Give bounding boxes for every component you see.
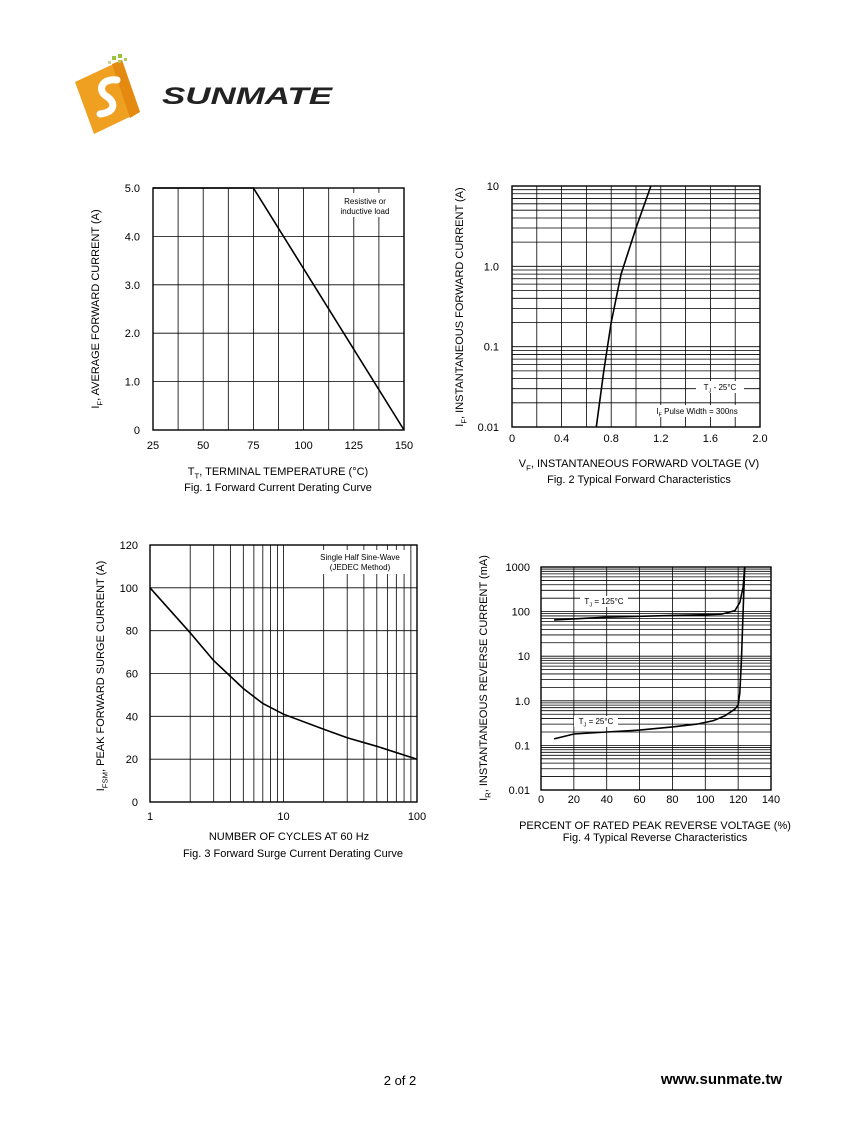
y-axis-label: IR, INSTANTANEOUS REVERSE CURRENT (mA) bbox=[478, 555, 492, 801]
series-line-2 bbox=[553, 566, 746, 740]
plot-frame bbox=[152, 187, 405, 431]
y-tick-label: 2.0 bbox=[125, 328, 140, 340]
plot-frame bbox=[149, 544, 418, 803]
x-tick-label: 10 bbox=[277, 811, 289, 823]
x-tick-label: 140 bbox=[762, 794, 780, 806]
y-tick-label: 40 bbox=[126, 711, 138, 723]
x-axis-label: PERCENT OF RATED PEAK REVERSE VOLTAGE (%… bbox=[519, 820, 791, 832]
page-number: 2 of 2 bbox=[383, 1073, 417, 1088]
y-tick-label: 0.01 bbox=[509, 785, 530, 797]
annotation-bg bbox=[332, 193, 398, 217]
x-tick-label: 50 bbox=[197, 440, 209, 452]
x-tick-label: 1 bbox=[147, 811, 153, 823]
y-tick-label: 100 bbox=[512, 607, 530, 619]
x-tick-label: 25 bbox=[147, 440, 159, 452]
x-tick-label: 0 bbox=[538, 794, 544, 806]
x-tick-label: 120 bbox=[729, 794, 747, 806]
y-axis-label: IF, AVERAGE FORWARD CURRENT (A) bbox=[90, 209, 104, 408]
y-tick-label: 0.01 bbox=[478, 422, 499, 434]
y-tick-label: 0 bbox=[134, 425, 140, 437]
series-label-1: TJ = 125°C bbox=[584, 597, 623, 608]
x-tick-label: 1.2 bbox=[653, 433, 668, 445]
y-tick-label: 60 bbox=[126, 669, 138, 681]
y-tick-label: 1000 bbox=[506, 562, 530, 574]
x-tick-label: 75 bbox=[247, 440, 259, 452]
x-axis-label: VF, INSTANTANEOUS FORWARD VOLTAGE (V) bbox=[519, 458, 759, 472]
annotation-text: Single Half Sine-Wave bbox=[320, 553, 400, 562]
y-tick-label: 0.1 bbox=[484, 342, 499, 354]
y-axis-label: IF, INSTANTANEOUS FORWARD CURRENT (A) bbox=[454, 187, 468, 426]
y-tick-label: 120 bbox=[120, 540, 138, 552]
annotation-text: Resistive or bbox=[344, 197, 386, 206]
figure-caption: Fig. 2 Typical Forward Characteristics bbox=[547, 474, 731, 486]
y-tick-label: 3.0 bbox=[125, 280, 140, 292]
plot-frame bbox=[540, 566, 772, 791]
annotation-text: inductive load bbox=[341, 207, 390, 216]
sunmate-logo: SUNMATE bbox=[75, 54, 333, 134]
y-tick-label: 100 bbox=[120, 583, 138, 595]
x-tick-label: 150 bbox=[395, 440, 413, 452]
y-axis-label: IFSM, PEAK FORWARD SURGE CURRENT (A) bbox=[95, 561, 109, 792]
x-tick-label: 1.6 bbox=[703, 433, 718, 445]
chart-3: 1 10 100 0 20 40 60 80 100 120 NUMBER OF CYCLES AT… bbox=[95, 540, 426, 860]
chart-grid bbox=[152, 187, 405, 431]
x-tick-label: 40 bbox=[601, 794, 613, 806]
y-tick-label: 1.0 bbox=[125, 377, 140, 389]
x-tick-label: 80 bbox=[666, 794, 678, 806]
logo-wordmark: SUNMATE bbox=[162, 83, 333, 110]
y-tick-label: 4.0 bbox=[125, 231, 140, 243]
legend-bg bbox=[574, 716, 618, 727]
series-line-1 bbox=[554, 566, 746, 621]
x-tick-label: 100 bbox=[696, 794, 714, 806]
annotation-text: (JEDEC Method) bbox=[330, 563, 391, 572]
annotation-text: TJ - 25°C bbox=[704, 383, 737, 394]
x-tick-label: 2.0 bbox=[752, 433, 767, 445]
annotation-bg bbox=[648, 405, 746, 417]
legend-bg bbox=[580, 596, 628, 607]
annotation-bg bbox=[696, 381, 744, 393]
y-tick-label: 80 bbox=[126, 626, 138, 638]
x-axis-label: TT, TERMINAL TEMPERATURE (°C) bbox=[188, 466, 368, 480]
chart-4: 0 20 40 60 80 100 120 140 0.01 0.1 1.0 10 100 1000 PER… bbox=[478, 555, 791, 844]
x-tick-label: 0.8 bbox=[604, 433, 619, 445]
series-line-1 bbox=[149, 587, 418, 760]
y-tick-label: 0 bbox=[132, 797, 138, 809]
website-url: www.sunmate.tw bbox=[660, 1071, 782, 1088]
annotation-bg bbox=[312, 550, 410, 574]
y-tick-label: 5.0 bbox=[125, 183, 140, 195]
figure-caption: Fig. 3 Forward Surge Current Derating Cu… bbox=[183, 848, 403, 860]
chart-grid bbox=[540, 567, 772, 791]
x-tick-label: 0.4 bbox=[554, 433, 569, 445]
annotation-text: IF Pulse Width = 300ns bbox=[656, 407, 737, 418]
x-tick-label: 125 bbox=[345, 440, 363, 452]
y-tick-label: 0.1 bbox=[515, 740, 530, 752]
y-tick-label: 1.0 bbox=[515, 696, 530, 708]
y-tick-label: 20 bbox=[126, 754, 138, 766]
x-axis-label: NUMBER OF CYCLES AT 60 Hz bbox=[209, 831, 369, 843]
figure-caption: Fig. 4 Typical Reverse Characteristics bbox=[563, 832, 748, 844]
logo-mark bbox=[75, 54, 140, 134]
series-line-1 bbox=[595, 185, 652, 428]
x-tick-label: 0 bbox=[509, 433, 515, 445]
figure-caption: Fig. 1 Forward Current Derating Curve bbox=[184, 482, 372, 494]
y-tick-label: 10 bbox=[487, 181, 499, 193]
y-tick-label: 10 bbox=[518, 651, 530, 663]
chart-2: 0 0.4 0.8 1.2 1.6 2.0 0.01 0.1 1.0 10 VF, INSTANTA… bbox=[454, 181, 768, 486]
x-tick-label: 20 bbox=[568, 794, 580, 806]
y-tick-label: 1.0 bbox=[484, 261, 499, 273]
plot-frame bbox=[511, 185, 761, 428]
x-tick-label: 100 bbox=[408, 811, 426, 823]
series-line-1 bbox=[153, 187, 405, 431]
x-tick-label: 60 bbox=[633, 794, 645, 806]
series-label-2: TJ = 25°C bbox=[579, 717, 614, 728]
x-tick-label: 100 bbox=[294, 440, 312, 452]
chart-1: 25 50 75 100 125 150 0 1.0 2.0 3.0 4.0 5.0 TT, TERMI… bbox=[90, 183, 413, 494]
chart-grid bbox=[149, 544, 417, 803]
